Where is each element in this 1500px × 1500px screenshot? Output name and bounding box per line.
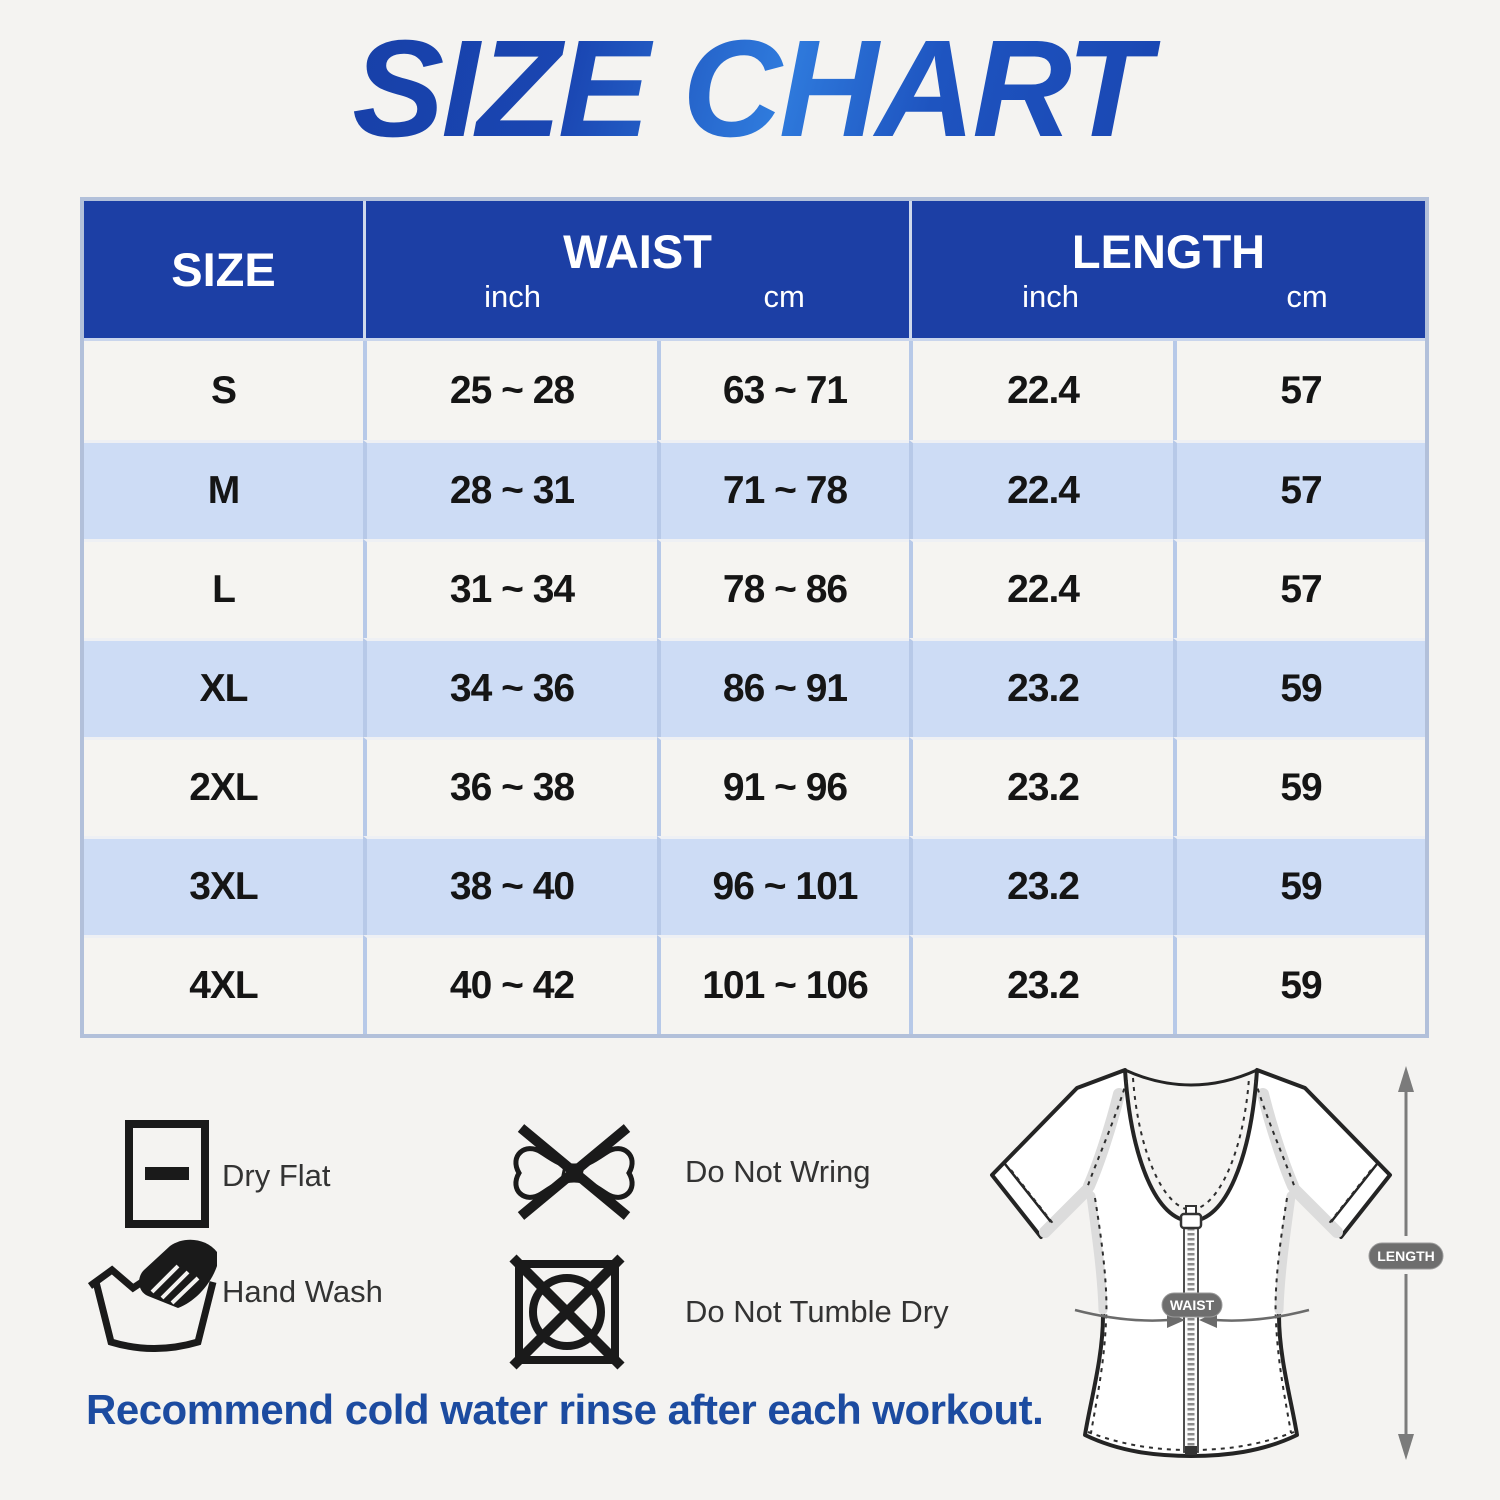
length-inch-value: 22.4	[909, 539, 1174, 638]
table-row-4xl: 4XL 40 ~ 42 101 ~ 106 23.2 59	[84, 935, 1426, 1034]
size-value: S	[84, 341, 363, 440]
waist-cm-value: 71 ~ 78	[657, 440, 910, 539]
length-inch-value: 23.2	[909, 638, 1174, 737]
length-inch-value: 23.2	[909, 836, 1174, 935]
length-unit-inch: inch	[1022, 278, 1079, 314]
length-badge-label: LENGTH	[1377, 1248, 1435, 1264]
care-label-do-not-tumble-dry: Do Not Tumble Dry	[685, 1294, 949, 1329]
column-header-waist-label: WAIST	[563, 224, 712, 278]
length-cm-value: 59	[1173, 836, 1426, 935]
table-row-2xl: 2XL 36 ~ 38 91 ~ 96 23.2 59	[84, 737, 1426, 836]
dry-flat-icon	[125, 1120, 209, 1228]
waist-unit-inch: inch	[484, 278, 542, 314]
footer-note: Recommend cold water rinse after each wo…	[86, 1386, 1044, 1433]
length-measure-arrow	[1398, 1066, 1414, 1460]
length-inch-value: 22.4	[909, 341, 1174, 440]
garment-collar	[1124, 1068, 1258, 1087]
waist-cm-value: 78 ~ 86	[657, 539, 910, 638]
care-label-dry-flat: Dry Flat	[222, 1158, 331, 1193]
waist-inch-value: 38 ~ 40	[363, 836, 657, 935]
size-value: 4XL	[84, 935, 363, 1034]
size-value: M	[84, 440, 363, 539]
table-row-m: M 28 ~ 31 71 ~ 78 22.4 57	[84, 440, 1426, 539]
column-header-waist: WAIST inch cm	[363, 201, 910, 341]
length-cm-value: 59	[1173, 638, 1426, 737]
waist-cm-value: 91 ~ 96	[657, 737, 910, 836]
garment-illustration: WAIST LENGTH	[990, 1066, 1444, 1460]
table-row-xl: XL 34 ~ 36 86 ~ 91 23.2 59	[84, 638, 1426, 737]
length-cm-value: 59	[1173, 935, 1426, 1034]
size-value: 3XL	[84, 836, 363, 935]
waist-cm-value: 63 ~ 71	[657, 341, 910, 440]
size-value: XL	[84, 638, 363, 737]
waist-unit-cm: cm	[763, 278, 805, 314]
column-header-length-label: LENGTH	[1071, 224, 1266, 278]
waist-inch-value: 31 ~ 34	[363, 539, 657, 638]
column-header-size-label: SIZE	[171, 243, 276, 296]
table-row-l: L 31 ~ 34 78 ~ 86 22.4 57	[84, 539, 1426, 638]
length-unit-cm: cm	[1286, 278, 1328, 314]
column-header-size: SIZE	[84, 201, 363, 341]
waist-inch-value: 25 ~ 28	[363, 341, 657, 440]
hand-wash-icon	[87, 1239, 217, 1352]
garment-dashed-seams	[1010, 1077, 1372, 1452]
care-label-do-not-wring: Do Not Wring	[685, 1154, 871, 1189]
waist-inch-value: 28 ~ 31	[363, 440, 657, 539]
size-value: 2XL	[84, 737, 363, 836]
waist-inch-value: 40 ~ 42	[363, 935, 657, 1034]
table-row-3xl: 3XL 38 ~ 40 96 ~ 101 23.2 59	[84, 836, 1426, 935]
length-badge	[1368, 1242, 1444, 1270]
size-table: SIZE WAIST inch cm LENGTH	[80, 197, 1430, 1038]
size-table-header: SIZE WAIST inch cm LENGTH	[84, 201, 1426, 341]
do-not-wring-icon	[513, 1124, 635, 1220]
care-label-hand-wash: Hand Wash	[222, 1274, 383, 1309]
waist-badge-label: WAIST	[1170, 1297, 1215, 1313]
page-title: SIZE CHART	[0, 10, 1500, 169]
length-cm-value: 59	[1173, 737, 1426, 836]
length-cm-value: 57	[1173, 341, 1426, 440]
length-cm-value: 57	[1173, 539, 1426, 638]
waist-cm-value: 86 ~ 91	[657, 638, 910, 737]
length-cm-value: 57	[1173, 440, 1426, 539]
length-inch-value: 23.2	[909, 935, 1174, 1034]
waist-cm-value: 96 ~ 101	[657, 836, 910, 935]
zipper	[1179, 1205, 1203, 1455]
waist-inch-value: 34 ~ 36	[363, 638, 657, 737]
size-value: L	[84, 539, 363, 638]
waist-badge	[1161, 1292, 1223, 1318]
waist-inch-value: 36 ~ 38	[363, 737, 657, 836]
length-inch-value: 22.4	[909, 440, 1174, 539]
length-inch-value: 23.2	[909, 737, 1174, 836]
size-table-container: SIZE WAIST inch cm LENGTH	[80, 197, 1430, 1038]
waist-cm-value: 101 ~ 106	[657, 935, 910, 1034]
table-row-s: S 25 ~ 28 63 ~ 71 22.4 57	[84, 341, 1426, 440]
do-not-tumble-dry-icon	[509, 1254, 625, 1370]
column-header-length: LENGTH inch cm	[909, 201, 1426, 341]
